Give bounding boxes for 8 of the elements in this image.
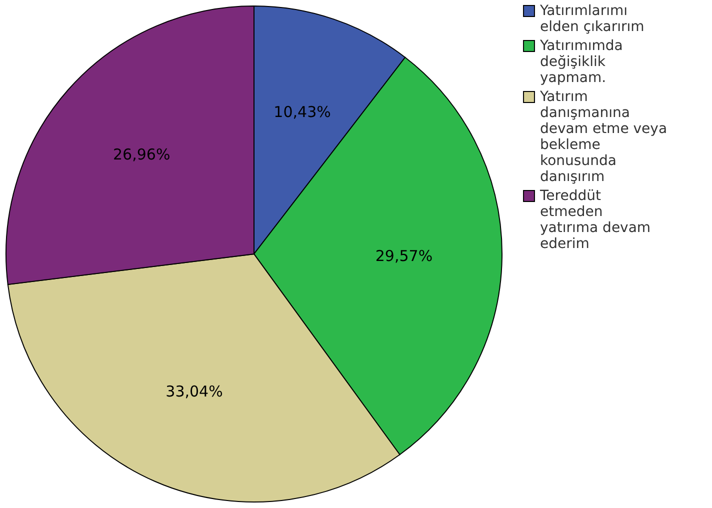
legend-label: Yatırımımda değişiklik yapmam. (539, 38, 623, 86)
legend-label: Yatırımlarımı elden çıkarırım (539, 3, 644, 35)
data-label: 29,57% (375, 247, 433, 266)
data-label: 26,96% (113, 146, 170, 164)
data-label: 10,43% (274, 102, 331, 121)
legend-label: Yatırım danışmanına devam etme veya bekleme konusunda danışırım (539, 89, 668, 185)
legend-label: Tereddüt etmeden yatırıma devam ederim (539, 188, 651, 252)
data-label: 33,04% (166, 382, 223, 401)
